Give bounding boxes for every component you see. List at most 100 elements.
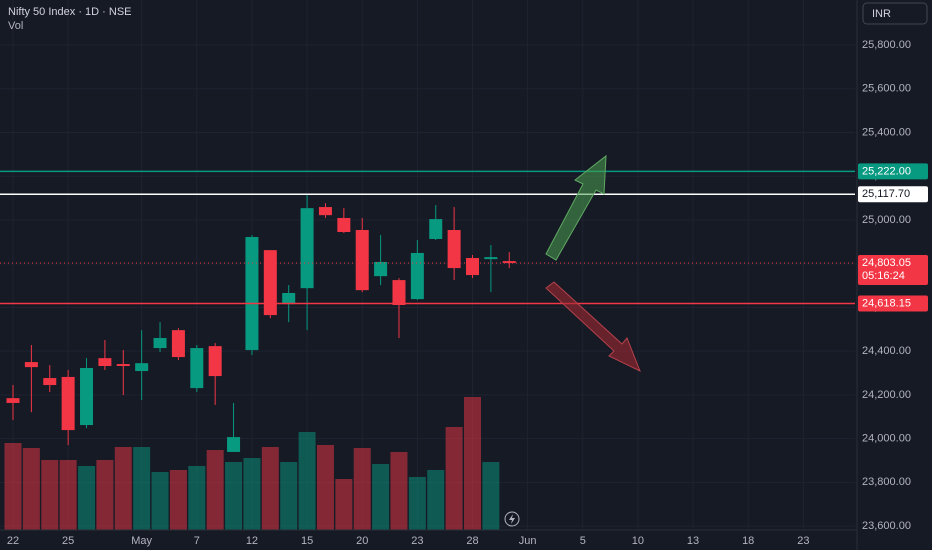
candle-body [171,330,185,358]
volume-bar [390,452,408,530]
candle-body [447,230,461,269]
volume-bar [225,462,243,530]
volume-bar [408,477,426,530]
y-tick-label: 24,000.00 [862,433,911,445]
level-label: 25,117.70 [862,188,910,200]
volume-bar [206,450,224,530]
volume-bar [372,464,390,530]
candle-body [190,348,204,389]
x-tick-label: May [131,535,152,547]
x-tick-label: 15 [301,535,313,547]
candle-body [227,437,241,452]
candle-body [245,237,259,351]
volume-bar [464,397,481,530]
replay-icon[interactable] [504,511,520,527]
y-tick-label: 23,600.00 [862,520,911,532]
candle-body [263,250,277,316]
last-price-label: 24,803.05 [862,257,911,269]
price-scale: 23,600.00 23,800.00 24,000.00 24,200.00 24,4… [858,39,928,532]
volume-bar [188,466,206,530]
grid [0,0,855,530]
last-price-box [858,255,928,286]
x-tick-label: Jun [519,535,537,547]
volume-bar [22,448,40,530]
y-tick-label: 25,800.00 [862,39,911,51]
volume-bar [243,458,261,530]
y-tick-label: 25,400.00 [862,126,911,138]
x-tick-label: 22 [7,535,19,547]
x-tick-label: 23 [411,535,423,547]
volume-bar [261,447,279,530]
candle-body [98,358,112,367]
y-tick-label: 24,200.00 [862,389,911,401]
volume-bar [427,470,445,530]
volume-bar [41,460,59,530]
countdown-label: 05:16:24 [862,270,905,282]
level-label-box [858,186,928,203]
x-tick-label: 7 [194,535,200,547]
x-tick-label: 20 [356,535,368,547]
volume-bar [316,445,334,530]
volume-bar [482,462,500,530]
volume-bar [96,460,114,530]
candle-body [337,217,351,232]
candle-body [410,252,424,300]
candle-body [61,376,75,431]
volume-bar [133,447,151,530]
volume-bar [78,466,96,530]
level-label-box [858,295,928,312]
volume-bar [169,470,187,530]
candle-body [318,207,332,216]
volume-bar [280,462,298,530]
x-tick-label: 5 [580,535,586,547]
candle-body [484,257,498,260]
x-tick-label: 12 [246,535,258,547]
candle-body [153,338,167,349]
x-tick-label: 25 [62,535,74,547]
candle-body [43,378,57,386]
candle-body [502,261,516,264]
candle-body [300,208,314,289]
candle-body [429,219,443,239]
x-tick-label: 23 [797,535,809,547]
volume-bar [445,427,463,530]
candle-body [80,367,94,426]
candle-body [392,280,406,306]
currency-button[interactable] [862,2,928,25]
level-label: 25,222.00 [862,165,911,177]
volume-bar [59,460,77,530]
plot [0,170,855,530]
y-tick-label: 23,800.00 [862,476,911,488]
level-label-box [858,163,928,180]
up-arrow-drawing [545,154,607,261]
volume-bar [298,432,316,530]
volume-legend: Vol [8,20,23,32]
candle-body [6,398,20,403]
x-tick-label: 13 [687,535,699,547]
candle-body [116,364,130,367]
currency-label[interactable]: INR [872,8,891,20]
y-tick-label: 24,400.00 [862,345,911,357]
volume-bar [151,472,169,530]
x-tick-label: 10 [632,535,644,547]
candle-body [374,261,388,277]
volume-bar [335,479,353,530]
candle-body [135,363,149,372]
down-arrow-drawing [545,281,641,373]
volume-bar [353,448,371,530]
y-tick-label: 25,000.00 [862,214,911,226]
y-tick-label: 25,600.00 [862,83,911,95]
candle-body [355,230,369,291]
level-label: 24,618.15 [862,297,911,309]
replay-icon-bolt[interactable] [509,514,515,524]
symbol-title: Nifty 50 Index · 1D · NSE [8,6,132,18]
candle-body [282,292,296,305]
volume-bar [114,447,132,530]
candle-body [466,258,479,276]
candle-body [208,346,222,377]
x-tick-label: 28 [466,535,478,547]
x-tick-label: 18 [742,535,754,547]
volume-bar [4,443,22,530]
